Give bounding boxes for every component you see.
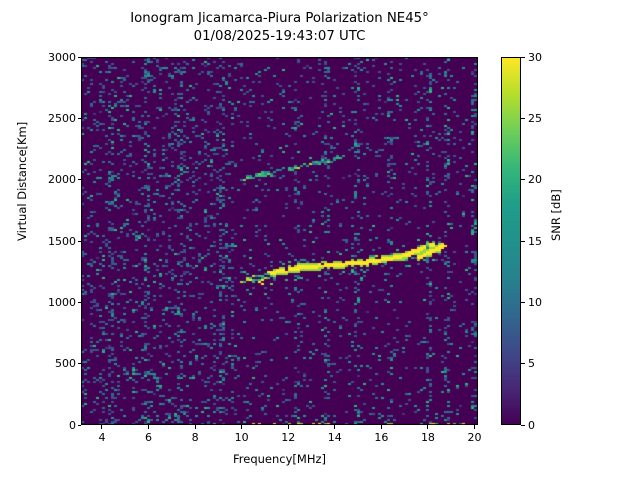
x-tick-label: 16 xyxy=(374,431,389,444)
colorbar-tick-mark xyxy=(521,117,525,119)
chart-title-block: Ionogram Jicamarca-Piura Polarization NE… xyxy=(81,10,478,46)
colorbar-tick-mark xyxy=(521,240,525,242)
colorbar-tick-label: 25 xyxy=(528,111,542,125)
x-tick-label: 8 xyxy=(191,431,199,444)
y-tick-mark xyxy=(77,179,81,181)
colorbar-gradient xyxy=(501,57,521,425)
colorbar-tick-label: 30 xyxy=(528,50,542,64)
colorbar-tick-label: 10 xyxy=(528,295,542,309)
x-tick-label: 6 xyxy=(145,431,153,444)
x-tick-mark xyxy=(194,425,196,429)
x-tick-mark xyxy=(148,425,150,429)
x-tick-mark xyxy=(474,425,475,429)
y-tick-mark xyxy=(77,117,81,119)
x-axis-label: Frequency[MHz] xyxy=(233,452,326,466)
y-tick-label: 2000 xyxy=(48,173,76,187)
x-tick-mark xyxy=(380,425,382,429)
ionogram-heatmap xyxy=(81,57,478,425)
x-tick-mark xyxy=(101,425,103,429)
x-tick-mark xyxy=(241,425,243,429)
colorbar-tick-label: 0 xyxy=(528,418,535,432)
y-tick-label: 2500 xyxy=(48,111,76,125)
x-tick-label: 4 xyxy=(98,431,106,444)
x-tick-mark xyxy=(287,425,289,429)
x-tick-label: 20 xyxy=(467,431,482,444)
y-tick-mark xyxy=(77,240,81,242)
colorbar-tick-mark xyxy=(521,301,525,303)
y-tick-label: 0 xyxy=(69,418,76,432)
x-tick-label: 12 xyxy=(281,431,296,444)
colorbar-tick-mark xyxy=(521,363,525,365)
colorbar-tick-label: 5 xyxy=(528,357,535,371)
colorbar-tick-mark xyxy=(521,56,525,58)
x-tick-label: 10 xyxy=(234,431,249,444)
chart-subtitle: 01/08/2025-19:43:07 UTC xyxy=(193,28,366,44)
colorbar-tick-mark xyxy=(521,424,525,426)
y-tick-label: 1500 xyxy=(48,234,76,248)
plot-area xyxy=(81,57,478,425)
y-tick-label: 3000 xyxy=(48,50,76,64)
x-tick-mark xyxy=(427,425,429,429)
y-tick-mark xyxy=(77,301,81,303)
colorbar-tick-label: 15 xyxy=(528,234,542,248)
y-tick-mark xyxy=(77,424,81,426)
colorbar-tick-mark xyxy=(521,179,525,181)
chart-title: Ionogram Jicamarca-Piura Polarization NE… xyxy=(130,11,429,26)
x-tick-label: 14 xyxy=(327,431,342,444)
x-tick-label: 18 xyxy=(420,431,435,444)
y-tick-mark xyxy=(77,56,81,58)
y-tick-label: 1000 xyxy=(48,295,76,309)
y-tick-label: 500 xyxy=(55,357,76,371)
colorbar-tick-label: 20 xyxy=(528,173,542,187)
y-tick-mark xyxy=(77,363,81,365)
x-tick-mark xyxy=(334,425,336,429)
